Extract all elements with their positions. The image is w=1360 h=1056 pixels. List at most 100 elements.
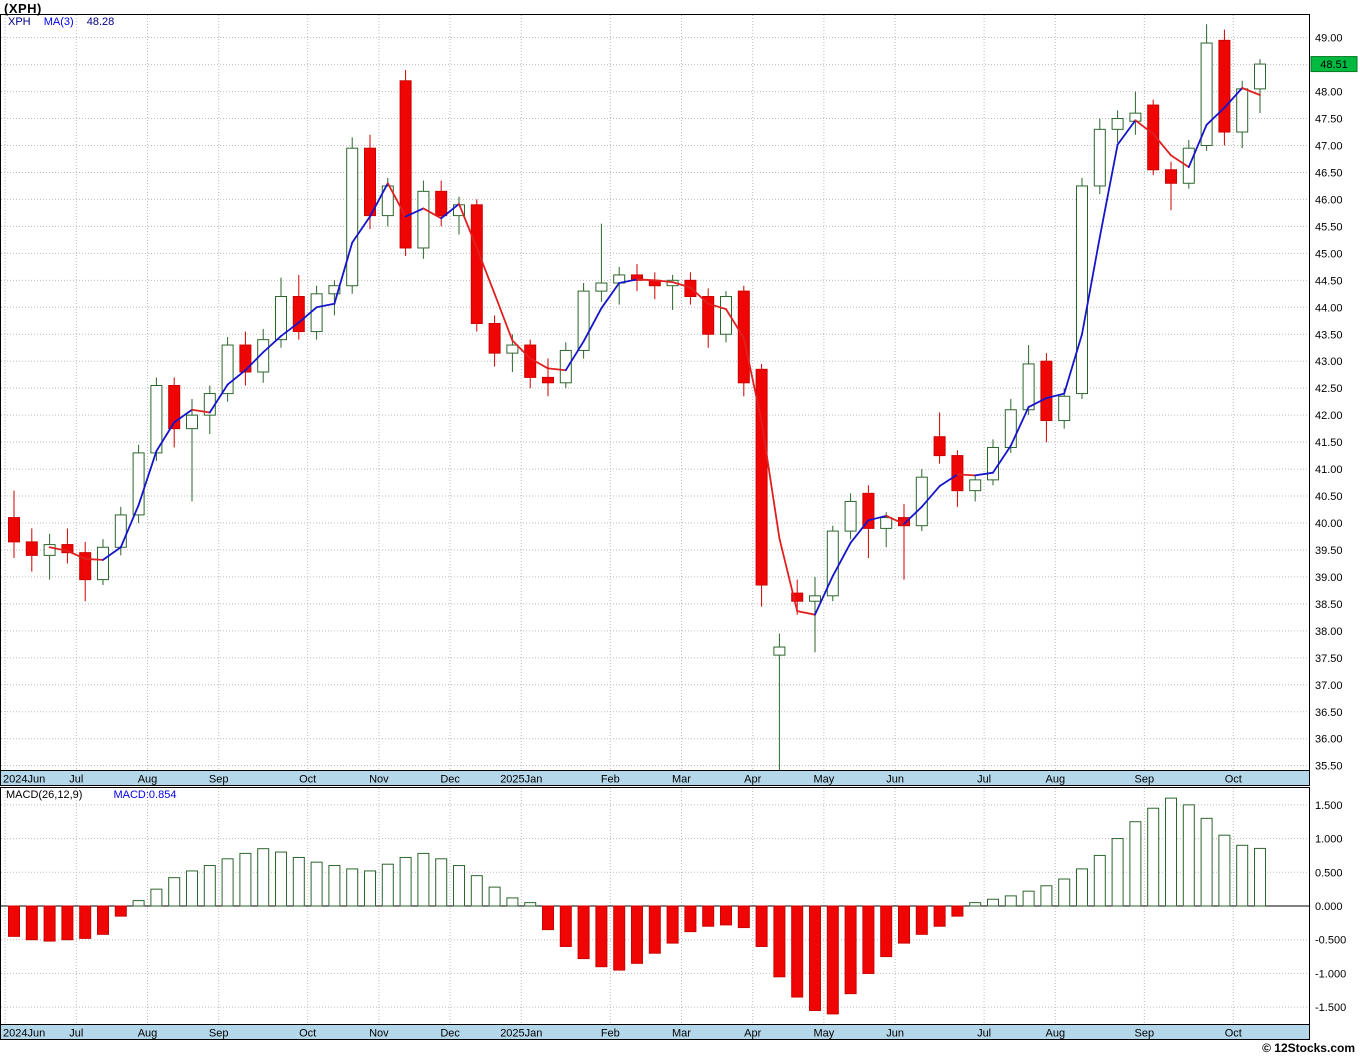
macd-bar <box>506 897 519 907</box>
month-label: 2024Jun <box>3 774 45 786</box>
ma-line-segment <box>796 610 816 616</box>
macd-bar <box>666 905 679 944</box>
candle <box>417 190 430 249</box>
ma-line-segment <box>974 471 994 477</box>
x-axis-band <box>0 1024 1310 1040</box>
month-label: May <box>814 1028 835 1040</box>
ma-line-segment <box>66 549 87 560</box>
month-label: May <box>814 774 835 786</box>
candle <box>132 452 145 516</box>
macd-bar <box>310 861 323 907</box>
macd-bar <box>1129 821 1142 907</box>
candle <box>97 546 109 581</box>
ma-line-segment <box>102 546 122 561</box>
month-label: Jul <box>977 774 991 786</box>
ma-line-segment <box>600 282 621 310</box>
macd-bar <box>1254 847 1266 907</box>
price-tick-label: 36.00 <box>1315 734 1343 746</box>
macd-bar <box>239 852 252 907</box>
candle <box>1076 185 1088 395</box>
macd-bar <box>1040 885 1053 907</box>
macd-bar <box>132 900 145 907</box>
watermark-credit: © 12Stocks.com <box>1262 1041 1355 1055</box>
macd-bar <box>915 905 928 935</box>
candle <box>186 414 198 430</box>
price-tick-label: 49.00 <box>1315 33 1343 45</box>
macd-bar <box>1004 895 1017 907</box>
ma-line-segment <box>689 286 710 305</box>
macd-bar <box>168 877 181 907</box>
ma-line-segment <box>1170 154 1190 168</box>
macd-bar <box>1111 838 1124 907</box>
macd-bar <box>1022 890 1035 907</box>
macd-bar <box>898 905 910 944</box>
candle <box>809 595 821 602</box>
ticker-title: (XPH) <box>4 1 42 16</box>
candle <box>1218 39 1231 133</box>
candle <box>1004 409 1017 449</box>
month-label: Oct <box>299 774 316 786</box>
ma-line-segment <box>440 203 460 220</box>
legend-ticker: XPH <box>8 16 31 28</box>
ma-line-segment <box>636 278 656 282</box>
macd-bar <box>702 905 715 927</box>
macd-bar <box>488 886 501 907</box>
candle <box>969 479 982 492</box>
candle <box>844 500 857 532</box>
month-label: Oct <box>1225 774 1242 786</box>
candle <box>310 293 323 333</box>
macd-bar <box>453 865 465 907</box>
ma-line-segment <box>778 537 799 612</box>
ma-line-segment <box>244 351 265 372</box>
ma-line-segment <box>867 514 888 522</box>
price-tick-label: 38.50 <box>1315 599 1343 611</box>
candle <box>826 530 839 597</box>
macd-bar <box>862 905 875 974</box>
macd-bar <box>292 856 305 907</box>
candle <box>346 147 359 287</box>
ma-line-segment <box>1045 392 1066 399</box>
month-label: Aug <box>1046 774 1066 786</box>
macd-bar <box>951 905 964 917</box>
ma-line-segment <box>297 306 318 324</box>
ma-line-segment <box>1152 132 1172 157</box>
macd-bar <box>987 898 999 907</box>
month-label: 2025Jan <box>500 774 542 786</box>
macd-bar <box>25 905 38 941</box>
month-label: Feb <box>601 1028 620 1040</box>
price-tick-label: 36.50 <box>1315 707 1343 719</box>
last-price-badge-label: 48.51 <box>1320 59 1348 71</box>
candle <box>595 282 608 292</box>
macd-bar <box>470 875 483 907</box>
macd-bar <box>933 905 946 927</box>
ma-line-segment <box>618 278 638 284</box>
candle <box>577 290 590 351</box>
ma-line-segment <box>1098 143 1119 239</box>
candle <box>364 147 376 217</box>
macd-bar <box>257 848 270 907</box>
ma-line-segment <box>458 203 478 249</box>
price-tick-label: 44.00 <box>1315 302 1343 314</box>
price-tick-label: 39.00 <box>1315 572 1343 584</box>
month-label: Nov <box>369 774 389 786</box>
ma-line-segment <box>333 241 354 305</box>
macd-bar <box>755 905 768 947</box>
price-tick-label: 41.00 <box>1315 464 1343 476</box>
macd-bar <box>328 865 341 907</box>
price-tick-label: 40.00 <box>1315 518 1343 530</box>
ma-line-segment <box>475 247 496 295</box>
ma-line-segment <box>1187 123 1208 168</box>
macd-bar <box>1147 807 1160 907</box>
ma-line-segment <box>1009 406 1030 447</box>
candle <box>1022 363 1035 411</box>
macd-bar <box>1236 844 1249 907</box>
month-label: Oct <box>1225 1028 1242 1040</box>
ma-line-segment <box>582 307 603 343</box>
ma-line-segment <box>920 485 941 508</box>
candle <box>470 204 483 324</box>
month-label: Sep <box>1135 1028 1155 1040</box>
month-label: 2024Jun <box>3 1028 45 1040</box>
month-label: Sep <box>1135 774 1155 786</box>
macd-bar <box>43 905 56 942</box>
month-label: Jun <box>886 1028 904 1040</box>
